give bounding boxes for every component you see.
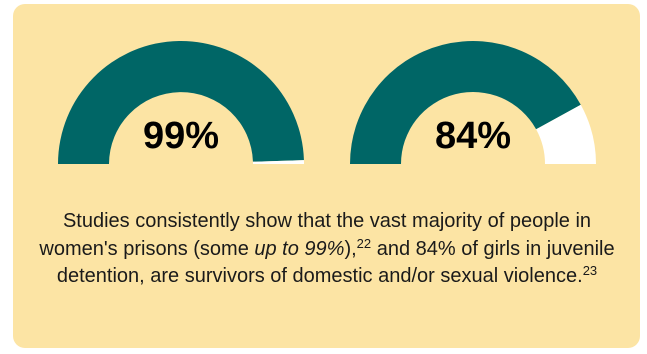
gauge-women-prisons: 99% (51, 34, 311, 166)
gauge-chart-1 (58, 40, 304, 164)
gauge-2-filled-arc (350, 40, 581, 165)
gauge-1-remaining-arc (252, 160, 304, 164)
infographic-card: 99% 84% Studies consistently show that t… (13, 4, 640, 348)
caption-part-3: and 84% of girls in juvenile detention, … (56, 237, 615, 288)
gauge-2-percent-label: 84% (434, 115, 512, 157)
caption-part-2: ), (344, 237, 357, 260)
gauge-1-percent-label: 99% (142, 115, 220, 157)
footnote-ref-22: 22 (356, 235, 372, 251)
gauge-2-remaining-arc (536, 104, 596, 164)
caption-emphasis: up to 99% (254, 237, 345, 260)
gauge-1-filled-arc (58, 40, 304, 164)
gauge-chart-2 (350, 40, 596, 165)
footnote-ref-23: 23 (582, 263, 598, 278)
caption-text: Studies consistently show that the vast … (27, 208, 627, 291)
caption-part-1: Studies consistently show that the vast … (39, 210, 592, 260)
gauge-girls-detention: 84% (343, 34, 603, 166)
